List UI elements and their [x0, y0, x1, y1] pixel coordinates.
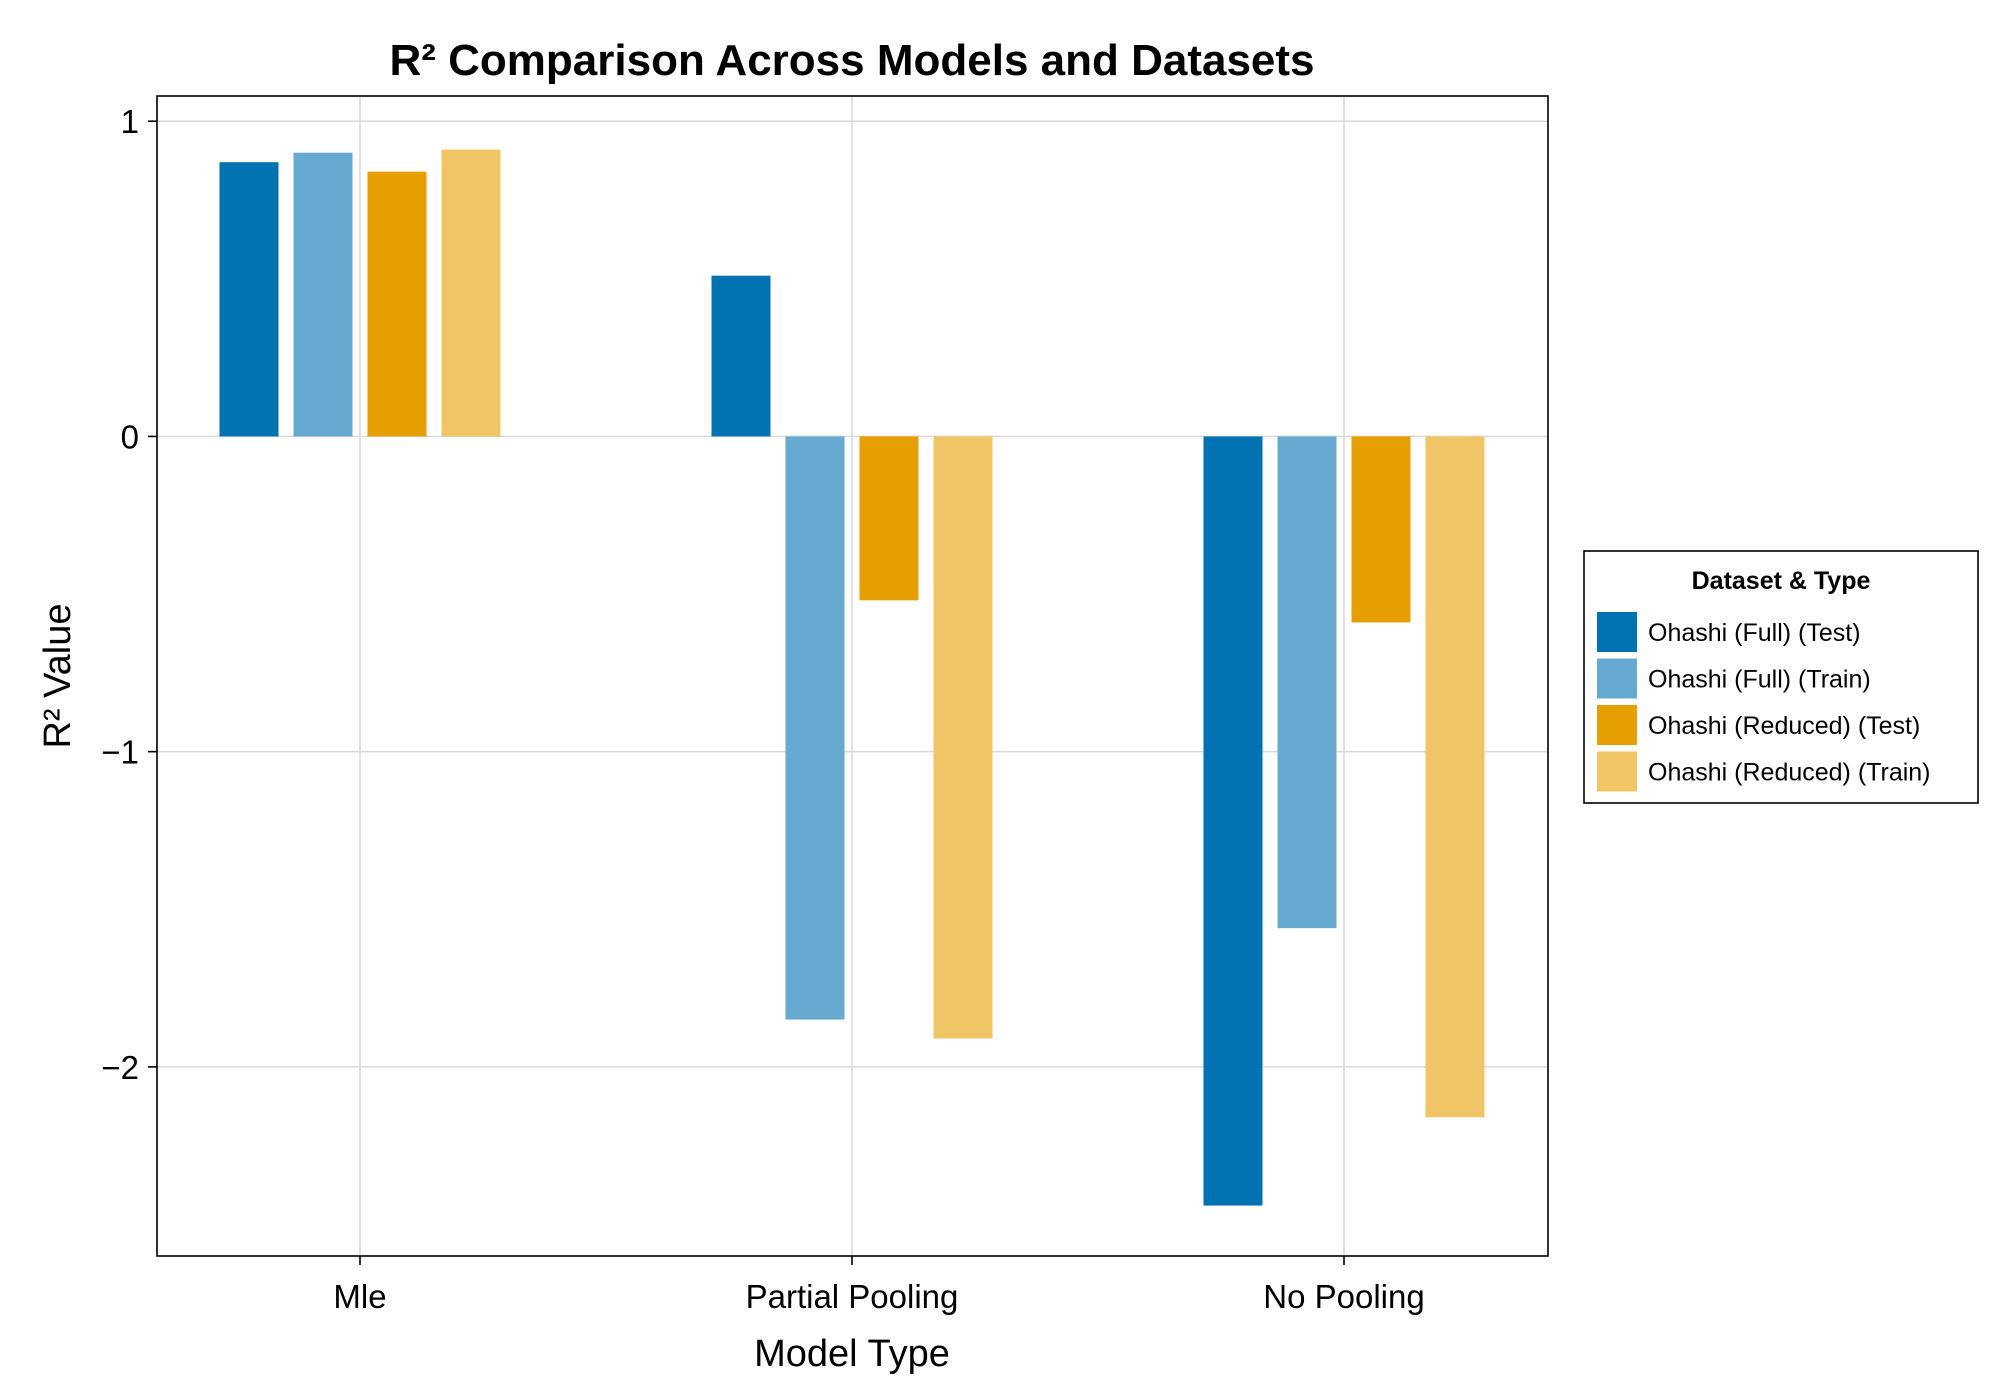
legend-items: Ohashi (Full) (Test) Ohashi (Full) (Train… [1597, 612, 1931, 792]
x-tick-label: No Pooling [1263, 1278, 1424, 1315]
x-axis-ticks: Mle Partial Pooling No Pooling [333, 1256, 1425, 1315]
bars [219, 149, 1485, 1206]
x-tick-label: Mle [333, 1278, 386, 1315]
bar [293, 152, 353, 437]
bar [219, 162, 279, 437]
legend-swatch [1597, 658, 1637, 699]
grid [157, 96, 1548, 1256]
bar [1203, 436, 1263, 1206]
y-tick-label: 0 [121, 418, 139, 455]
y-tick-label: 1 [121, 103, 139, 140]
bar [785, 436, 845, 1020]
legend-box [1583, 550, 1979, 804]
legend-swatch [1597, 612, 1637, 652]
y-axis-ticks: 1 0 −1 −2 [101, 103, 157, 1086]
bar [1277, 436, 1337, 929]
legend-swatch [1597, 751, 1637, 792]
legend-label: Ohashi (Reduced) (Test) [1648, 712, 1920, 740]
bar [933, 436, 993, 1039]
bar [1425, 436, 1485, 1118]
legend: Dataset & Type Ohashi (Full) (Test)Ohash… [1583, 550, 1979, 804]
bar [859, 436, 919, 601]
legend-label: Ohashi (Reduced) (Train) [1648, 759, 1931, 787]
bar [367, 171, 427, 437]
bar [441, 149, 501, 437]
y-tick-label: −2 [101, 1049, 139, 1086]
legend-swatch [1597, 705, 1637, 745]
bar [1351, 436, 1411, 623]
x-axis-label: Model Type [754, 1333, 950, 1375]
legend-title: Dataset & Type [1692, 567, 1871, 595]
y-axis-label: R² Value [37, 603, 79, 748]
x-tick-label: Partial Pooling [746, 1278, 959, 1315]
legend-label: Ohashi (Full) (Train) [1648, 666, 1871, 694]
chart-title: R² Comparison Across Models and Datasets [389, 36, 1314, 85]
bar [711, 275, 771, 437]
y-tick-label: −1 [101, 734, 139, 771]
legend-label: Ohashi (Full) (Test) [1648, 619, 1861, 647]
